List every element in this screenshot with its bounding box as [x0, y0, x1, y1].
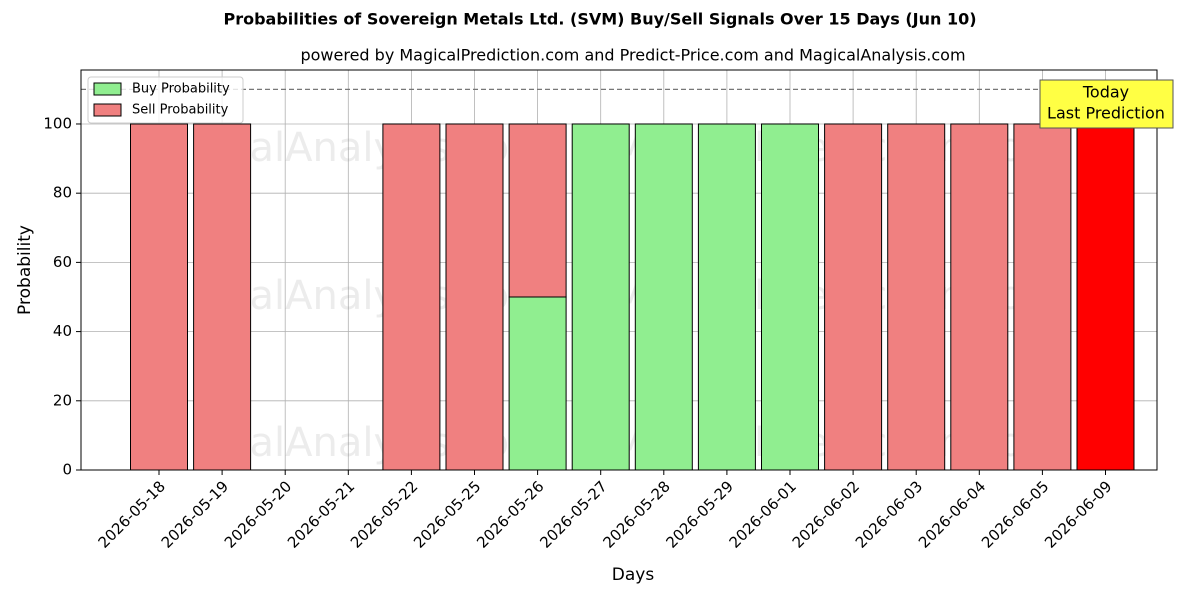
bar [950, 123, 1009, 471]
annotation-text: Today [1082, 83, 1129, 102]
x-tick-label: 2026-05-25 [410, 477, 484, 551]
y-tick-label: 60 [53, 253, 72, 271]
x-tick-label: 2026-05-20 [221, 477, 295, 551]
legend-label: Buy Probability [132, 82, 230, 97]
x-tick-label: 2026-06-04 [915, 477, 989, 551]
x-tick-label: 2026-05-28 [599, 477, 673, 551]
bar [193, 123, 252, 471]
legend-label: Sell Probability [132, 103, 229, 118]
bar [1076, 123, 1135, 471]
legend-swatch [93, 82, 122, 96]
x-tick-label: 2026-05-19 [158, 477, 232, 551]
x-tick-label: 2026-06-03 [852, 477, 926, 551]
plot-frame [80, 69, 1158, 471]
bar [634, 123, 693, 471]
bar [761, 123, 819, 471]
x-tick-label: 2026-05-29 [663, 477, 737, 551]
bar [382, 123, 441, 471]
x-tick-label: 2026-05-22 [347, 477, 421, 551]
bar [1013, 123, 1072, 471]
bar [508, 123, 567, 298]
x-tick-label: 2026-06-02 [789, 477, 863, 551]
annotation-text: Last Prediction [1047, 104, 1165, 123]
bar [824, 123, 883, 471]
x-axis-label: Days [612, 565, 655, 585]
y-tick-label: 20 [53, 391, 72, 409]
y-tick-label: 0 [62, 461, 72, 479]
x-tick-label: 2026-05-27 [536, 477, 610, 551]
x-tick-label: 2026-05-18 [95, 477, 169, 551]
chart-subtitle: powered by MagicalPrediction.com and Pre… [300, 46, 965, 65]
legend-box [87, 76, 244, 124]
annotation-box [1039, 79, 1174, 129]
chart-title: Probabilities of Sovereign Metals Ltd. (… [223, 10, 976, 29]
bar [508, 296, 567, 471]
y-tick-label: 100 [43, 114, 72, 132]
x-tick-label: 2026-05-21 [284, 477, 358, 551]
y-axis-label: Probability [15, 225, 35, 315]
y-tick-label: 80 [53, 184, 72, 202]
bar [130, 123, 188, 471]
legend-swatch [93, 103, 122, 117]
bar [445, 123, 504, 471]
bar [571, 123, 630, 471]
x-tick-label: 2026-06-09 [1041, 477, 1115, 551]
bar [887, 123, 946, 471]
x-tick-label: 2026-05-26 [473, 477, 547, 551]
x-tick-label: 2026-06-01 [726, 477, 800, 551]
y-tick-label: 40 [53, 322, 72, 340]
bar [697, 123, 756, 471]
x-tick-label: 2026-06-05 [978, 477, 1052, 551]
